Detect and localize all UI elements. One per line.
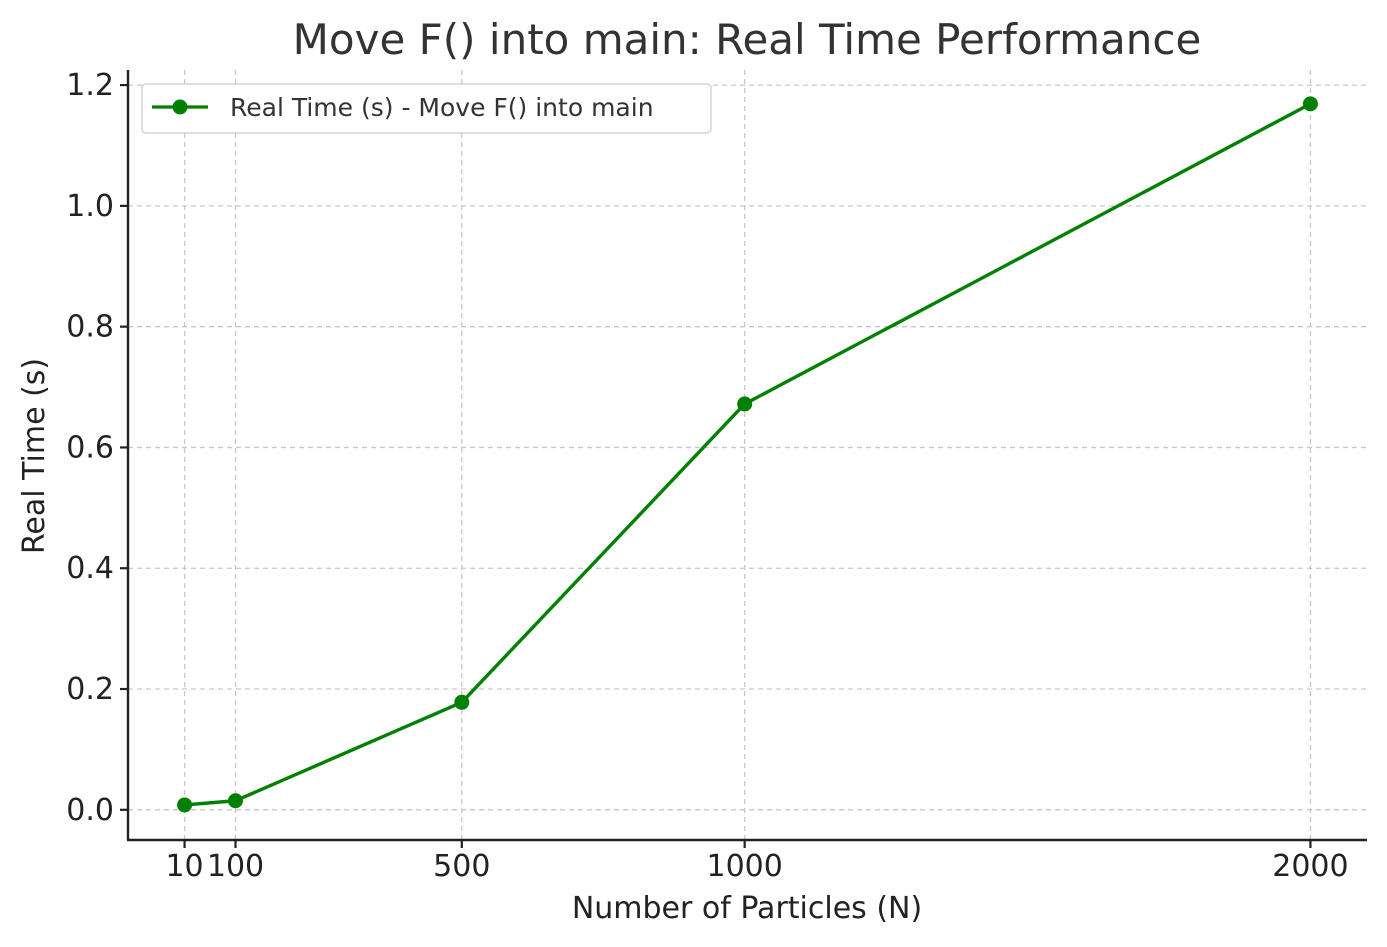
y-tick-label: 0.4 [66, 551, 114, 586]
y-tick-label: 0.0 [66, 793, 114, 828]
data-point [454, 694, 470, 710]
y-axis-ticks: 0.0 0.2 0.4 0.6 0.8 1.0 1.2 [66, 68, 128, 828]
y-axis-label: Real Time (s) [17, 358, 52, 554]
x-tick-label: 500 [433, 849, 490, 884]
legend-marker-swatch [172, 99, 188, 115]
legend-box [141, 83, 712, 134]
y-tick-label: 1.0 [66, 189, 114, 224]
y-tick-label: 0.8 [66, 310, 114, 345]
legend-entry-label: Real Time (s) - Move F() into main [230, 93, 654, 122]
x-tick-label: 1000 [706, 849, 782, 884]
legend: Real Time (s) - Move F() into main [141, 83, 712, 134]
data-point [737, 396, 753, 412]
data-point [177, 797, 193, 813]
data-point [1302, 96, 1318, 112]
y-tick-label: 0.2 [66, 672, 114, 707]
y-tick-label: 0.6 [66, 430, 114, 465]
grid [128, 70, 1367, 840]
x-axis-label: Number of Particles (N) [572, 891, 922, 926]
x-tick-label: 100 [207, 849, 264, 884]
chart-title: Move F() into main: Real Time Performanc… [293, 15, 1202, 64]
x-tick-label: 2000 [1272, 849, 1348, 884]
x-tick-label: 10 [165, 849, 203, 884]
x-axis-ticks: 10 100 500 1000 2000 [165, 840, 1349, 884]
data-point [227, 793, 243, 809]
series-layer [177, 96, 1318, 813]
y-tick-label: 1.2 [66, 68, 114, 103]
